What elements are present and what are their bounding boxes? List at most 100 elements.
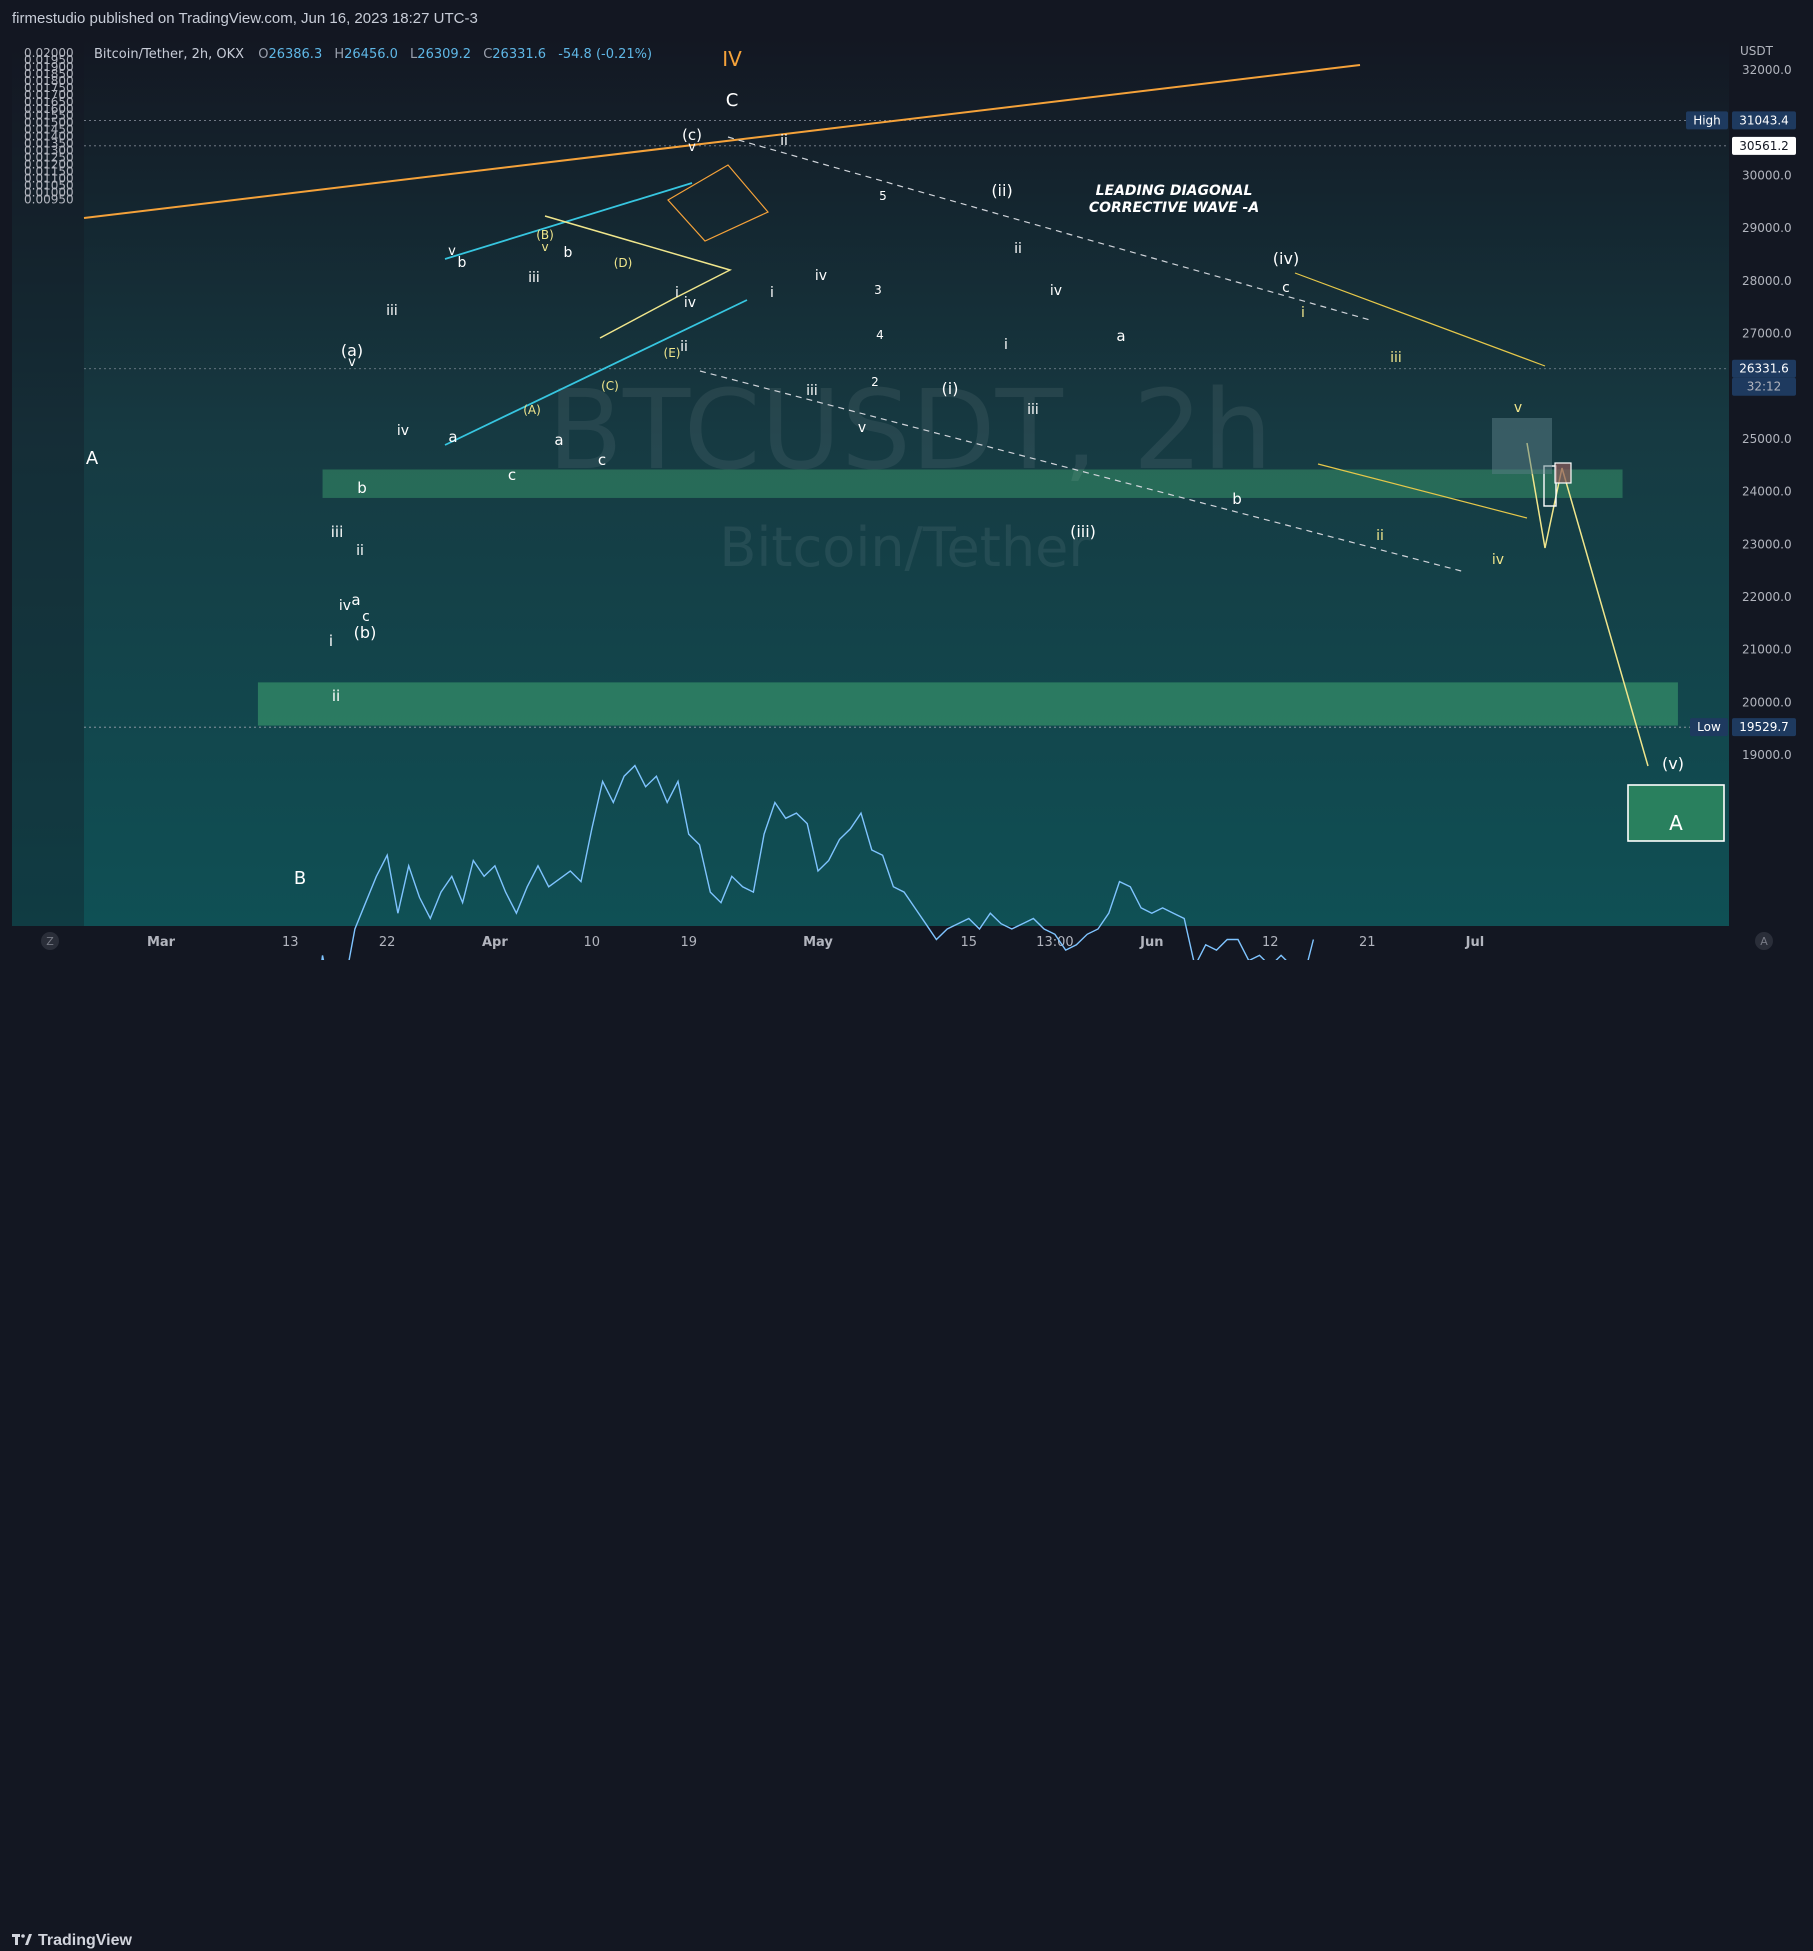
wave-label: c <box>362 609 370 625</box>
wave-label: b <box>564 245 573 261</box>
wave-label: iii <box>1027 402 1039 418</box>
wave-label: iv <box>339 598 351 614</box>
target-box-a <box>1627 784 1725 842</box>
wave-label: iii <box>528 270 540 286</box>
level-price-tag: 30561.2 <box>1732 136 1796 155</box>
wave-label: ii <box>332 687 340 705</box>
wave-label: (E) <box>664 346 681 360</box>
left-axis-tick: 0.01150 <box>24 164 74 178</box>
watermark-name: Bitcoin/Tether <box>719 516 1091 579</box>
wave-label: 3 <box>874 283 882 297</box>
left-axis-tick: 0.01500 <box>24 116 74 130</box>
wave-label: ii <box>780 133 788 149</box>
wave-label: a <box>554 431 563 449</box>
auto-scale-button[interactable]: A <box>1755 932 1773 950</box>
left-axis-tick: 0.01450 <box>24 123 74 137</box>
wave-label: (ii) <box>991 181 1012 200</box>
price-chart[interactable]: 32000.031000.030000.029000.028000.027000… <box>0 38 1813 960</box>
legend-c-value: 26331.6 <box>492 47 546 62</box>
legend-l-value: 26309.2 <box>417 47 471 62</box>
left-axis-tick: 0.01400 <box>24 130 74 144</box>
diagonal-lower <box>1317 463 1528 519</box>
wave-label: a <box>351 591 360 609</box>
tradingview-brand: TradingView <box>38 1932 132 1949</box>
left-axis-tick: 0.01300 <box>24 144 74 158</box>
wave-label: v <box>541 240 548 254</box>
wave-label: (i) <box>942 379 959 398</box>
time-axis-tick: 21 <box>1359 935 1376 950</box>
wave-label: (c) <box>682 126 702 144</box>
publish-header: firmestudio published on TradingView.com… <box>0 0 1813 38</box>
time-axis-tick: 12 <box>1262 935 1279 950</box>
last-price-tag: 26331.6 <box>1732 359 1796 378</box>
level-price-tag-text: 30561.2 <box>1739 139 1789 153</box>
wave-label: ii <box>1376 528 1384 544</box>
wave-label: ii <box>680 339 688 355</box>
wave-label: iii <box>806 383 818 399</box>
wave-label: iii <box>331 523 344 541</box>
wave-label: (b) <box>354 623 377 642</box>
wave-label: iv <box>397 423 409 439</box>
legend-h-label: H <box>334 47 344 62</box>
support-zone-upper <box>322 469 1623 498</box>
footer-bar: TradingView <box>0 960 1813 1949</box>
wave-label: A <box>86 448 99 469</box>
wave-label: (v) <box>1662 754 1684 773</box>
wave-label: a <box>448 428 457 446</box>
level-price-tag-bg <box>1732 136 1796 155</box>
high-price-tag: 31043.4 <box>1732 111 1796 130</box>
right-axis-tick: 22000.0 <box>1742 590 1792 604</box>
tradingview-logo[interactable]: TradingView <box>12 1932 132 1950</box>
wave-label: i <box>1301 305 1305 321</box>
time-axis-tick: 10 <box>584 935 601 950</box>
wave-label: v <box>858 420 866 436</box>
left-axis-tick: 0.00950 <box>24 192 74 206</box>
countdown-tag-bg <box>1732 377 1796 396</box>
wave-label: (a) <box>341 341 363 360</box>
wave-label: v <box>688 140 696 155</box>
wave-label: 5 <box>879 189 887 203</box>
wave-label: b <box>458 255 467 271</box>
wave-label: i <box>1004 337 1008 353</box>
watermark-ticker: BTCUSDT, 2h <box>548 366 1273 494</box>
right-axis-tick: 20000.0 <box>1742 695 1792 709</box>
legend-l-label: L <box>410 47 418 62</box>
wave-label: 4 <box>876 328 884 342</box>
left-axis-tick: 0.01250 <box>24 151 74 165</box>
legend-c-label: C <box>483 47 492 62</box>
channel-upper <box>727 136 1371 321</box>
annotation-corrective-wave: CORRECTIVE WAVE -A <box>1089 200 1259 216</box>
right-axis-tick: 21000.0 <box>1742 643 1792 657</box>
projection-path <box>1526 442 1649 767</box>
tradingview-logo-icon <box>12 1933 32 1945</box>
right-axis-panel <box>1729 38 1813 926</box>
time-axis-tick: 15 <box>960 935 977 950</box>
wave-label: (C) <box>601 379 619 393</box>
wave-label: (D) <box>614 256 633 270</box>
time-axis-tick: 22 <box>379 935 396 950</box>
wave-label: i <box>329 632 333 650</box>
left-axis-tick: 0.01350 <box>24 137 74 151</box>
wave-label: i <box>675 285 679 301</box>
low-price-tag: 19529.7 <box>1732 718 1796 737</box>
legend-h-value: 26456.0 <box>344 47 398 62</box>
svg-text:A: A <box>1760 935 1768 948</box>
wave-label: b <box>1232 490 1242 508</box>
projection-shade <box>1492 418 1552 474</box>
price-line <box>321 764 1315 960</box>
left-axis-tick: 0.01600 <box>24 102 74 116</box>
low-price-tag-text: 19529.7 <box>1739 720 1789 734</box>
wave-label: ii <box>1014 241 1022 257</box>
time-axis-tick: Jul <box>1465 935 1485 950</box>
timezone-button[interactable]: Z <box>41 932 59 950</box>
chart-legend: Bitcoin/Tether, 2h, OKX O26386.3 H26456.… <box>94 47 652 62</box>
diagonal-upper <box>1294 272 1546 367</box>
svg-text:Bitcoin/Tether, 2h, OKX: Bitcoin/Tether, 2h, OKX O26386.3 H26456.… <box>94 47 652 62</box>
right-axis-tick: 27000.0 <box>1742 327 1792 341</box>
high-price-tag-text: 31043.4 <box>1739 113 1789 127</box>
wave-label: A <box>1669 811 1683 835</box>
wave-label: (B) <box>536 228 554 242</box>
right-axis-tick: 25000.0 <box>1742 432 1792 446</box>
wave-label: 2 <box>871 375 879 389</box>
legend-change: -54.8 (-0.21%) <box>558 47 652 62</box>
